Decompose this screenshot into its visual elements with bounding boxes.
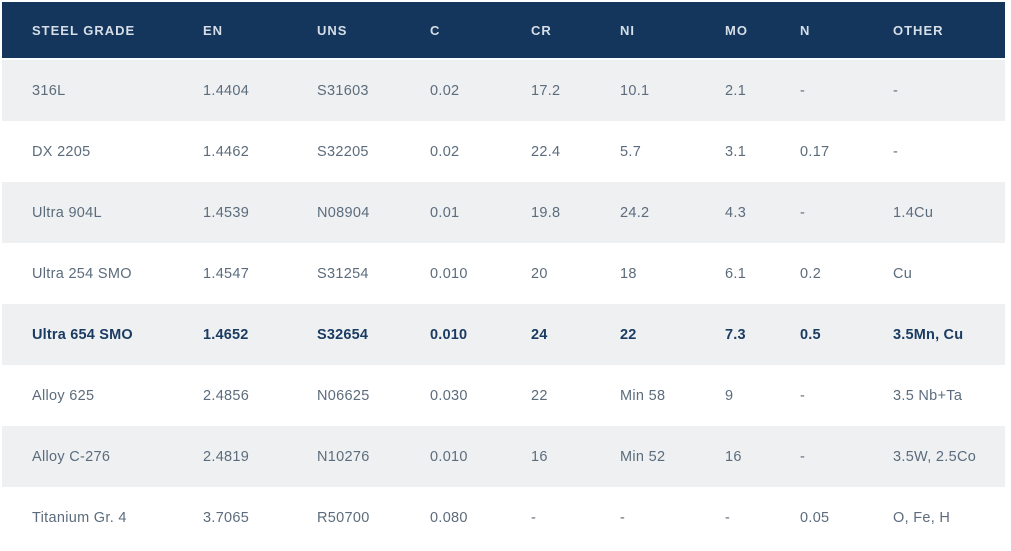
table-cell: - <box>800 448 806 465</box>
table-cell: 5.7 <box>620 143 642 160</box>
table-row: Ultra 904L 1.4539 N08904 0.01 19.8 24.2 4.3 - 1.… <box>2 182 1005 243</box>
table-cell: 1.4462 <box>203 143 250 160</box>
table-cell: 1.4652 <box>203 326 249 343</box>
table-cell: 2.1 <box>725 82 747 99</box>
table-row: Titanium Gr. 4 3.7065 R50700 0.080 - - - 0.05 O,… <box>2 487 1005 548</box>
table-cell: Ultra 254 SMO <box>32 265 132 282</box>
table-cell: DX 2205 <box>32 143 91 160</box>
table-cell: Alloy C-276 <box>32 448 111 465</box>
table-row: Ultra 654 SMO 1.4652 S32654 0.010 24 22 7.3 0.5… <box>2 304 1005 365</box>
table-cell: S32205 <box>317 143 369 160</box>
table-cell: 6.1 <box>725 265 747 282</box>
table-cell: 1.4539 <box>203 204 250 221</box>
table-cell: 19.8 <box>531 204 561 221</box>
table-cell: N06625 <box>317 387 370 404</box>
table-cell: 17.2 <box>531 82 561 99</box>
table-row: 316L 1.4404 S31603 0.02 17.2 10.1 2.1 - - <box>2 60 1005 121</box>
table-cell: N08904 <box>317 204 370 221</box>
table-cell: N10276 <box>317 448 370 465</box>
table-cell: 0.010 <box>430 265 468 282</box>
table-row: Alloy 625 2.4856 N06625 0.030 22 Min 58 9 - 3.5 … <box>2 365 1005 426</box>
table-cell: Titanium Gr. 4 <box>32 509 127 526</box>
table-cell: Alloy 625 <box>32 387 95 404</box>
table-cell: 9 <box>725 387 734 404</box>
table-cell: - <box>893 143 899 160</box>
table-cell: 1.4Cu <box>893 204 934 221</box>
table-cell: 16 <box>725 448 742 465</box>
table-cell: 3.7065 <box>203 509 250 526</box>
table-cell: 7.3 <box>725 326 746 343</box>
column-header-steel-grade: STEEL GRADE <box>2 2 191 60</box>
table-cell: 0.010 <box>430 326 468 343</box>
table-cell: 0.02 <box>430 82 460 99</box>
table-cell: 0.2 <box>800 265 822 282</box>
table-cell: 3.1 <box>725 143 747 160</box>
table-cell: - <box>800 204 806 221</box>
table-body: 316L 1.4404 S31603 0.02 17.2 10.1 2.1- - DX 2205… <box>2 60 1005 548</box>
table-row: DX 2205 1.4462 S32205 0.02 22.4 5.7 3.1 0.17 - <box>2 121 1005 182</box>
table-cell: 0.030 <box>430 387 468 404</box>
table-cell: 16 <box>531 448 548 465</box>
table-header-row: STEEL GRADE EN UNS C CR NI MO N OTHER <box>2 2 1005 60</box>
table-cell: - <box>620 509 626 526</box>
table-cell: 1.4547 <box>203 265 250 282</box>
table-cell: - <box>893 82 899 99</box>
table-cell: 18 <box>620 265 637 282</box>
column-header-other: OTHER <box>881 2 1005 60</box>
column-header-uns: UNS <box>305 2 418 60</box>
table-cell: - <box>800 82 806 99</box>
table-cell: Ultra 904L <box>32 204 102 221</box>
table-row: Alloy C-276 2.4819 N10276 0.010 16 Min 52 16 - 3… <box>2 426 1005 487</box>
table-cell: 0.05 <box>800 509 830 526</box>
table-cell: 0.5 <box>800 326 821 343</box>
table-cell: 2.4856 <box>203 387 250 404</box>
table-cell: 10.1 <box>620 82 650 99</box>
table-cell: Cu <box>893 265 913 282</box>
table-cell: 22 <box>620 326 637 343</box>
table-row: Ultra 254 SMO 1.4547 S31254 0.010 20 18 6.1 0.2… <box>2 243 1005 304</box>
column-header-n: N <box>788 2 881 60</box>
table-cell: - <box>531 509 537 526</box>
table-cell: S32654 <box>317 326 369 343</box>
table-cell: 316L <box>32 82 66 99</box>
table-cell: S31603 <box>317 82 369 99</box>
table-cell: 3.5 Nb+Ta <box>893 387 963 404</box>
table-cell: 4.3 <box>725 204 747 221</box>
column-header-cr: CR <box>519 2 608 60</box>
table-cell: 24 <box>531 326 548 343</box>
table-cell: Min 52 <box>620 448 666 465</box>
table-cell: 0.010 <box>430 448 468 465</box>
table-cell: Min 58 <box>620 387 666 404</box>
table-cell: 22 <box>531 387 548 404</box>
column-header-c: C <box>418 2 519 60</box>
column-header-ni: NI <box>608 2 713 60</box>
table-cell: 2.4819 <box>203 448 250 465</box>
column-header-en: EN <box>191 2 305 60</box>
table-cell: 24.2 <box>620 204 650 221</box>
table-cell: 3.5Mn, Cu <box>893 326 964 343</box>
column-header-mo: MO <box>713 2 788 60</box>
table-cell: 3.5W, 2.5Co <box>893 448 977 465</box>
table-cell: - <box>725 509 731 526</box>
table-cell: 1.4404 <box>203 82 250 99</box>
table-cell: S31254 <box>317 265 369 282</box>
table-cell: R50700 <box>317 509 370 526</box>
table-cell: 20 <box>531 265 548 282</box>
table-cell: 0.080 <box>430 509 468 526</box>
table-cell: 0.17 <box>800 143 830 160</box>
table-cell: Ultra 654 SMO <box>32 326 133 343</box>
table-cell: - <box>800 387 806 404</box>
table-cell: 0.02 <box>430 143 460 160</box>
table-cell: O, Fe, H <box>893 509 951 526</box>
table-cell: 22.4 <box>531 143 561 160</box>
table-cell: 0.01 <box>430 204 460 221</box>
